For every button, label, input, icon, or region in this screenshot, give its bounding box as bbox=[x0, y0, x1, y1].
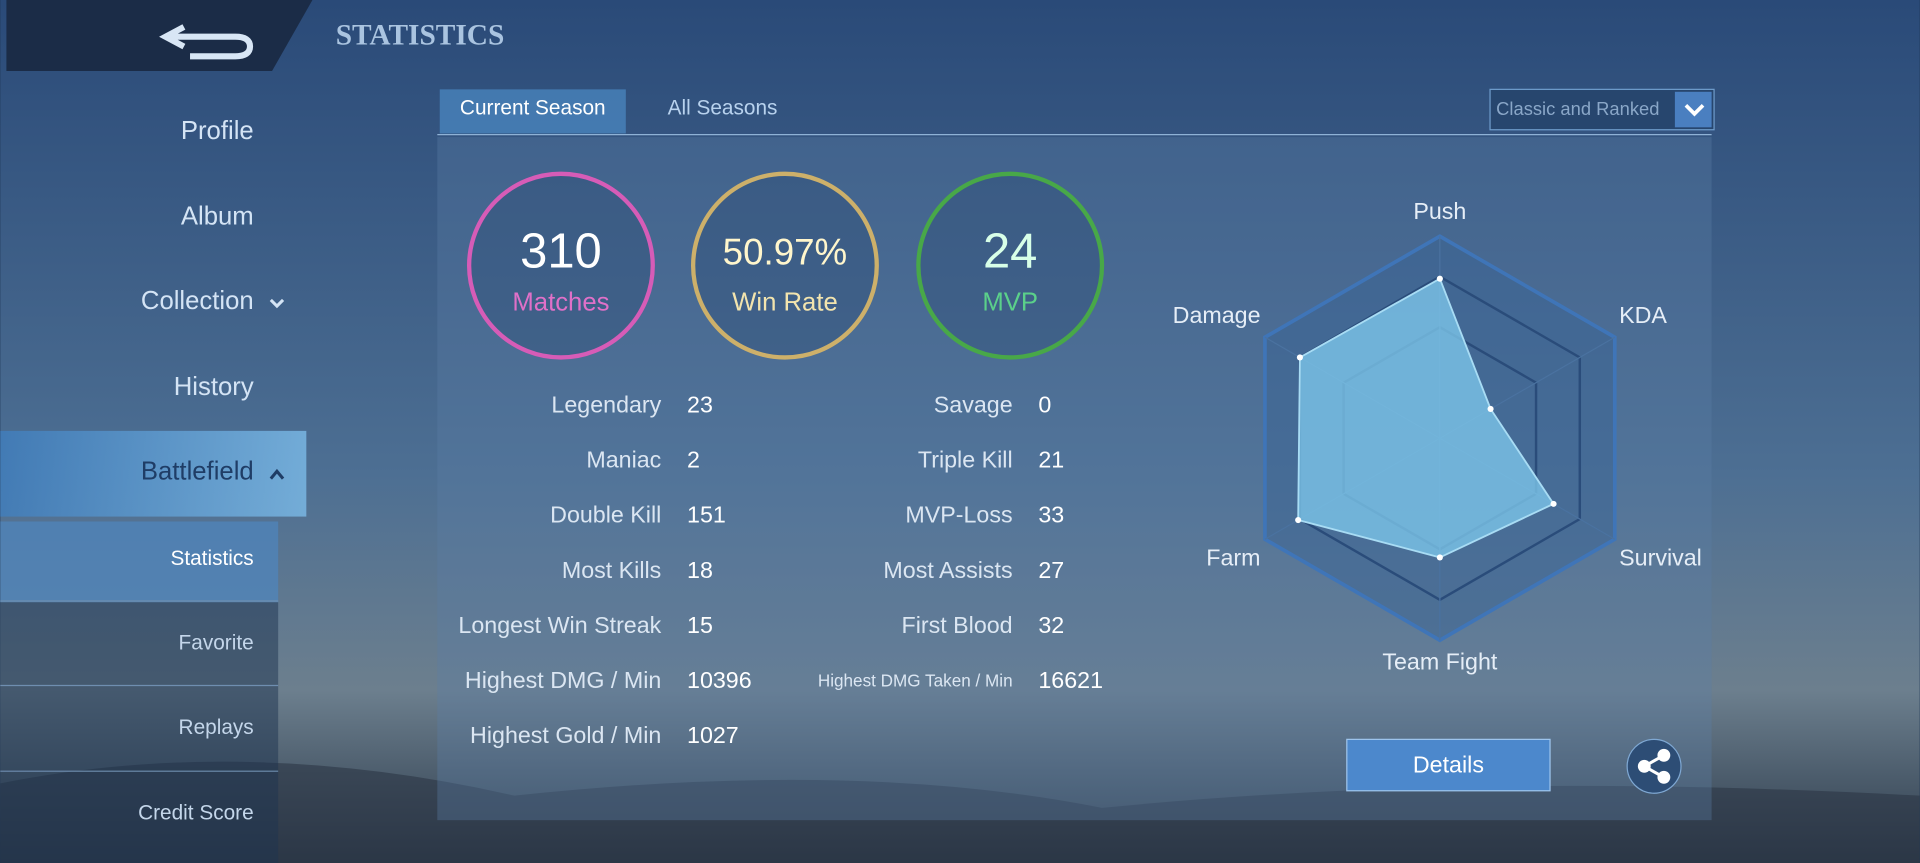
stat-value: 21 bbox=[1038, 447, 1064, 473]
stat-label: Most Kills bbox=[562, 557, 661, 583]
back-bar bbox=[6, 0, 313, 71]
radar-axis-label: KDA bbox=[1619, 302, 1667, 328]
radar-axis-label: Push bbox=[1413, 198, 1466, 224]
sidebar-item[interactable]: Profile bbox=[181, 117, 254, 145]
sidebar-sub-item[interactable]: Credit Score bbox=[138, 802, 254, 825]
page-title: STATISTICS bbox=[336, 20, 505, 52]
radar-axis-label: Team Fight bbox=[1382, 649, 1498, 675]
summary-label: Win Rate bbox=[732, 288, 838, 316]
stat-label: Savage bbox=[934, 392, 1013, 418]
mode-select-label: Classic and Ranked bbox=[1496, 98, 1659, 119]
sidebar-sub-item[interactable]: Favorite bbox=[179, 631, 254, 654]
sidebar-item[interactable]: Collection bbox=[141, 287, 254, 315]
details-label[interactable]: Details bbox=[1413, 751, 1484, 777]
stat-value: 23 bbox=[687, 392, 713, 418]
summary-ring bbox=[916, 171, 1105, 360]
share-icon bbox=[1637, 748, 1671, 784]
radar-point bbox=[1295, 516, 1302, 524]
sidebar-item[interactable]: Battlefield bbox=[141, 457, 254, 485]
radar-axis-label: Damage bbox=[1173, 302, 1261, 328]
stat-label: Triple Kill bbox=[918, 447, 1013, 473]
radar-axis-label: Farm bbox=[1206, 545, 1260, 571]
sidebar-item[interactable]: History bbox=[174, 373, 254, 401]
sub-menu-bg bbox=[0, 602, 279, 863]
tab[interactable]: Current Season bbox=[460, 96, 606, 119]
radar-point bbox=[1436, 275, 1443, 282]
stat-value: 32 bbox=[1038, 612, 1064, 638]
stat-label: Double Kill bbox=[550, 502, 661, 528]
summary-value: 50.97% bbox=[723, 231, 848, 272]
stat-label: Highest DMG / Min bbox=[465, 667, 661, 693]
stat-value: 0 bbox=[1038, 392, 1051, 418]
stat-label: MVP-Loss bbox=[905, 502, 1012, 528]
sidebar-sub-item[interactable]: Replays bbox=[179, 716, 254, 739]
summary-ring bbox=[691, 171, 879, 360]
selected-item-bg bbox=[0, 430, 307, 517]
stat-value: 33 bbox=[1038, 502, 1064, 528]
stat-value: 1027 bbox=[687, 722, 739, 748]
radar-point bbox=[1296, 354, 1303, 361]
mode-select-arrow-bg bbox=[1674, 91, 1712, 128]
summary-ring bbox=[466, 171, 655, 360]
summary-value: 24 bbox=[983, 225, 1037, 279]
stat-label: Most Assists bbox=[883, 557, 1012, 583]
back-button[interactable] bbox=[159, 24, 254, 60]
radar-point bbox=[1550, 500, 1557, 507]
stat-label: Maniac bbox=[586, 447, 661, 473]
summary-label: MVP bbox=[982, 288, 1038, 316]
mode-select-arrow bbox=[1684, 103, 1705, 117]
stat-label: Highest Gold / Min bbox=[470, 722, 661, 748]
stat-value: 2 bbox=[687, 447, 700, 473]
mountains bbox=[0, 761, 1920, 863]
stat-value: 27 bbox=[1038, 557, 1064, 583]
chevron bbox=[269, 468, 285, 480]
stat-value: 10396 bbox=[687, 667, 752, 693]
selected-sub-bg bbox=[0, 521, 279, 603]
radar-point bbox=[1436, 554, 1443, 561]
radar-axis-label: Survival bbox=[1619, 545, 1702, 571]
stat-value: 151 bbox=[687, 502, 726, 528]
sidebar-item[interactable]: Album bbox=[181, 203, 254, 231]
stat-value: 15 bbox=[687, 612, 713, 638]
share-button[interactable] bbox=[1626, 738, 1682, 794]
summary-label: Matches bbox=[512, 288, 609, 316]
stat-label: Longest Win Streak bbox=[458, 612, 661, 638]
stat-label: Highest DMG Taken / Min bbox=[818, 670, 1013, 690]
tab[interactable]: All Seasons bbox=[668, 96, 778, 119]
radar-point bbox=[1487, 405, 1494, 413]
summary-value: 310 bbox=[520, 225, 602, 279]
stat-label: Legendary bbox=[551, 392, 661, 418]
stat-value: 18 bbox=[687, 557, 713, 583]
details-button[interactable] bbox=[1346, 738, 1551, 792]
sidebar-sub-item[interactable]: Statistics bbox=[170, 547, 253, 570]
active-tab-bg bbox=[439, 89, 626, 134]
chevron bbox=[269, 298, 285, 309]
stat-label: First Blood bbox=[902, 612, 1013, 638]
stat-value: 16621 bbox=[1038, 667, 1103, 693]
